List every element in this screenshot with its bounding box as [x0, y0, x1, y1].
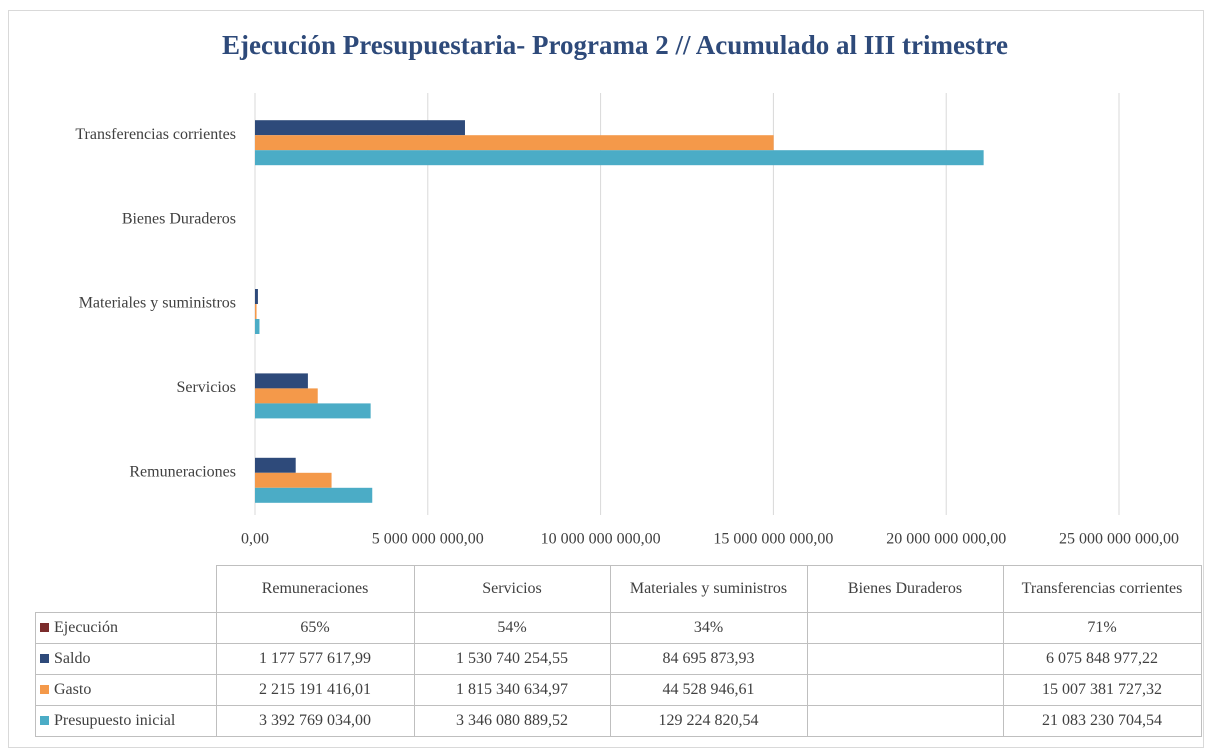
- table-row: Ejecución 65% 54% 34% 71%: [35, 612, 1202, 644]
- bar: [255, 150, 984, 166]
- x-tick-label: 20 000 000 000,00: [886, 531, 1006, 548]
- chart-title: Ejecución Presupuestaria- Programa 2 // …: [222, 30, 1008, 60]
- bar: [255, 388, 318, 404]
- table-cell: 44 528 946,61: [609, 674, 808, 706]
- x-tick-label: 10 000 000 000,00: [541, 531, 661, 548]
- table-cell: 2 215 191 416,01: [215, 674, 415, 706]
- table-cell: 34%: [609, 612, 808, 644]
- legend-label: Presupuesto inicial: [54, 712, 176, 729]
- table-cell: 71%: [1002, 612, 1202, 644]
- bar: [255, 487, 373, 503]
- chart: Ejecución Presupuestaria- Programa 2 // …: [75, 30, 1179, 548]
- x-tick-label: 25 000 000 000,00: [1059, 531, 1179, 548]
- table-header: Transferencias corrientes: [1002, 565, 1202, 613]
- table-cell: 129 224 820,54: [609, 705, 808, 737]
- table-cell: 21 083 230 704,54: [1002, 705, 1202, 737]
- table-row: Saldo 1 177 577 617,99 1 530 740 254,55 84 …: [35, 643, 1202, 675]
- y-tick-label: Bienes Duraderos: [122, 210, 236, 227]
- x-tick-label: 0,00: [241, 531, 269, 548]
- bar: [255, 319, 260, 334]
- legend-label: Saldo: [54, 650, 91, 667]
- bar: [255, 289, 258, 304]
- table-cell: [806, 643, 1004, 675]
- x-tick-label: 15 000 000 000,00: [713, 531, 833, 548]
- bar: [255, 304, 257, 319]
- bar: [255, 120, 465, 136]
- legend-key: [40, 623, 49, 632]
- y-tick-label: Servicios: [176, 379, 236, 396]
- table-cell: [806, 705, 1004, 737]
- data-table: Remuneraciones Servicios Materiales y sumi…: [35, 565, 1202, 737]
- table-cell: 15 007 381 727,32: [1002, 674, 1202, 706]
- y-tick-label: Transferencias corrientes: [75, 126, 236, 143]
- table-row: Gasto 2 215 191 416,01 1 815 340 634,97 44 …: [35, 674, 1202, 706]
- legend-label: Ejecución: [54, 619, 118, 636]
- table-row-label: Ejecución: [35, 612, 217, 644]
- table-cell: 1 177 577 617,99: [215, 643, 415, 675]
- bar: [255, 135, 774, 151]
- legend-key: [40, 685, 49, 694]
- y-tick-label: Remuneraciones: [129, 463, 236, 480]
- table-cell: 3 392 769 034,00: [215, 705, 415, 737]
- table-row: Presupuesto inicial 3 392 769 034,00 3 346…: [35, 705, 1202, 737]
- bar: [255, 472, 332, 488]
- table-header: Remuneraciones: [215, 565, 415, 613]
- table-row-label: Saldo: [35, 643, 217, 675]
- legend-key: [40, 654, 49, 663]
- table-row-label: Presupuesto inicial: [35, 705, 217, 737]
- x-tick-label: 5 000 000 000,00: [372, 531, 484, 548]
- legend-label: Gasto: [54, 681, 92, 698]
- table-cell: 54%: [413, 612, 611, 644]
- chart-frame: [8, 10, 1204, 748]
- table-cell: 65%: [215, 612, 415, 644]
- bar: [255, 403, 371, 419]
- bar: [255, 457, 296, 473]
- table-cell: 1 815 340 634,97: [413, 674, 611, 706]
- table-corner: [35, 565, 217, 613]
- table-cell: 84 695 873,93: [609, 643, 808, 675]
- table-header: Bienes Duraderos: [806, 565, 1004, 613]
- table-row-label: Gasto: [35, 674, 217, 706]
- table-cell: 3 346 080 889,52: [413, 705, 611, 737]
- table-cell: 1 530 740 254,55: [413, 643, 611, 675]
- y-tick-label: Materiales y suministros: [79, 295, 236, 312]
- table-cell: [806, 612, 1004, 644]
- table-header: Materiales y suministros: [609, 565, 808, 613]
- table-cell: [806, 674, 1004, 706]
- legend-key: [40, 716, 49, 725]
- table-header: Servicios: [413, 565, 611, 613]
- table-cell: 6 075 848 977,22: [1002, 643, 1202, 675]
- table-header-row: Remuneraciones Servicios Materiales y sumi…: [35, 565, 1202, 613]
- bar: [255, 373, 308, 389]
